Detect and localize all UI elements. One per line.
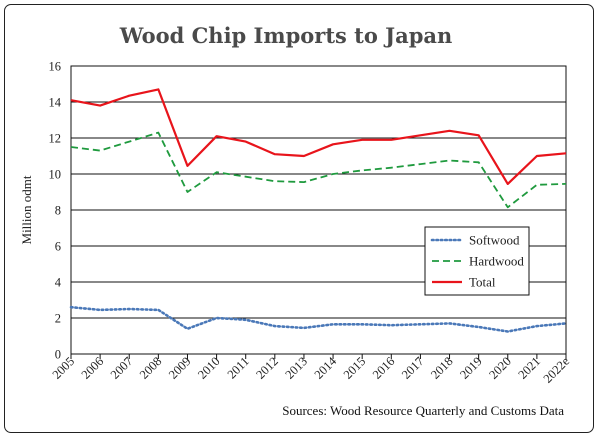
chart-title: Wood Chip Imports to Japan (119, 23, 453, 48)
x-tick-label: 2009 (166, 354, 194, 382)
x-tick-label: 2006 (79, 354, 107, 382)
y-tick-label: 4 (55, 276, 62, 290)
source-note: Sources: Wood Resource Quarterly and Cus… (282, 403, 564, 418)
series-hardwood (70, 131, 567, 209)
x-tick-label: 2013 (282, 354, 310, 382)
series-line-hardwood (70, 131, 567, 209)
x-tick-label: 2011 (225, 354, 252, 381)
y-tick-label: 2 (55, 312, 61, 326)
x-tick-label: 2016 (370, 354, 398, 382)
x-tick-label: 2018 (428, 354, 456, 382)
series-line-total (70, 88, 567, 185)
y-tick-label: 16 (49, 60, 62, 74)
x-tick-label: 2017 (399, 354, 427, 382)
y-tick-label: 6 (55, 240, 61, 254)
legend: Softwood Hardwood Total (424, 226, 530, 296)
y-tick-label: 8 (55, 204, 61, 218)
y-tick-label: 14 (49, 96, 62, 110)
x-tick-label: 2005 (50, 354, 78, 382)
y-tick-label: 12 (49, 132, 62, 146)
x-tick-label: 2007 (108, 354, 136, 382)
x-tick-label: 2022e (541, 354, 573, 386)
x-tick-label: 2012 (253, 354, 281, 382)
chart-frame (4, 4, 594, 433)
series-lines (69, 88, 568, 333)
x-tick-label: 2015 (341, 354, 369, 382)
y-tick-label: 0 (55, 348, 61, 362)
y-axis-ticks: 0 2 4 6 8 10 12 14 16 (49, 60, 62, 362)
x-tick-label: 2020 (486, 354, 514, 382)
legend-label-total: Total (469, 275, 496, 290)
x-tick-label: 2021 (515, 354, 543, 382)
series-softwood (69, 305, 568, 333)
y-axis-label: Million odmt (19, 175, 34, 244)
x-tick-label: 2014 (312, 354, 340, 382)
x-tick-label: 2008 (137, 354, 165, 382)
series-total (70, 88, 567, 185)
legend-label-hardwood: Hardwood (469, 254, 524, 269)
legend-label-softwood: Softwood (469, 233, 520, 248)
x-tick-label: 2010 (195, 354, 223, 382)
y-tick-label: 10 (49, 168, 62, 182)
plot-area (70, 65, 567, 355)
series-line-softwood (69, 305, 568, 333)
gridlines (71, 65, 566, 355)
legend-box (424, 226, 530, 296)
x-tick-label: 2019 (457, 354, 485, 382)
x-axis-ticks: 2005 2006 2007 2008 2009 2010 2011 2012 2013 2014… (50, 354, 573, 386)
